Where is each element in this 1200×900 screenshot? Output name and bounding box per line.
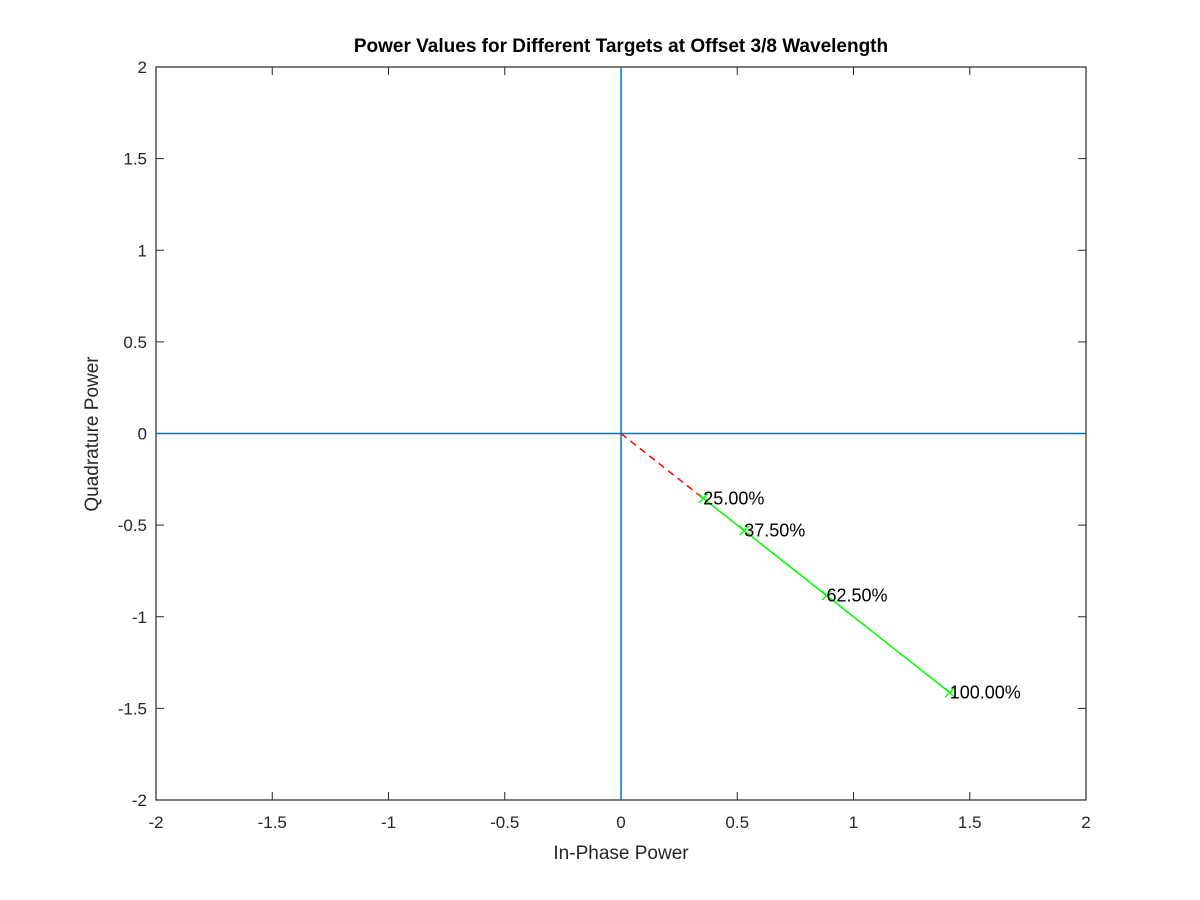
- data-point-marker: [698, 493, 709, 504]
- x-axis-title: In-Phase Power: [553, 843, 689, 864]
- y-tick-label: 2: [138, 58, 147, 77]
- y-tick-label: -0.5: [118, 516, 147, 535]
- point-label: 62.50%: [827, 585, 888, 605]
- x-tick-label: 2: [1081, 813, 1090, 832]
- chart-title: Power Values for Different Targets at Of…: [354, 36, 888, 57]
- x-tick-label: -2: [148, 813, 163, 832]
- y-tick-label: -1: [132, 608, 147, 627]
- point-label: 25.00%: [703, 488, 764, 508]
- x-tick-label: 1.5: [958, 813, 982, 832]
- x-tick-label: 0: [616, 813, 625, 832]
- point-label: 37.50%: [744, 521, 805, 541]
- y-tick-label: 1.5: [123, 150, 147, 169]
- x-tick-label: -1.5: [258, 813, 287, 832]
- y-tick-label: 1: [138, 241, 147, 260]
- data-point-marker: [944, 687, 955, 698]
- x-tick-label: -1: [381, 813, 396, 832]
- x-tick-label: 0.5: [725, 813, 749, 832]
- dashed-origin-segment: [620, 432, 704, 499]
- y-tick-label: -1.5: [118, 699, 147, 718]
- y-axis-title: Quadrature Power: [82, 356, 103, 512]
- plot-area: -2 -1.5 -1 -0.5 0 0.5 1 1.5 2 -2 -1.5 -1 -0.5 0 0.5 1 1.…: [118, 58, 1091, 832]
- x-tick-label: 1: [849, 813, 858, 832]
- y-tick-label: 0.5: [123, 333, 147, 352]
- x-tick-label: -0.5: [490, 813, 519, 832]
- data-point-marker: [821, 590, 832, 601]
- target-power-line: [702, 497, 951, 694]
- y-tick-label: 0: [138, 425, 147, 444]
- point-label: 100.00%: [950, 683, 1021, 703]
- data-point-marker: [739, 525, 750, 536]
- y-tick-label: -2: [132, 791, 147, 810]
